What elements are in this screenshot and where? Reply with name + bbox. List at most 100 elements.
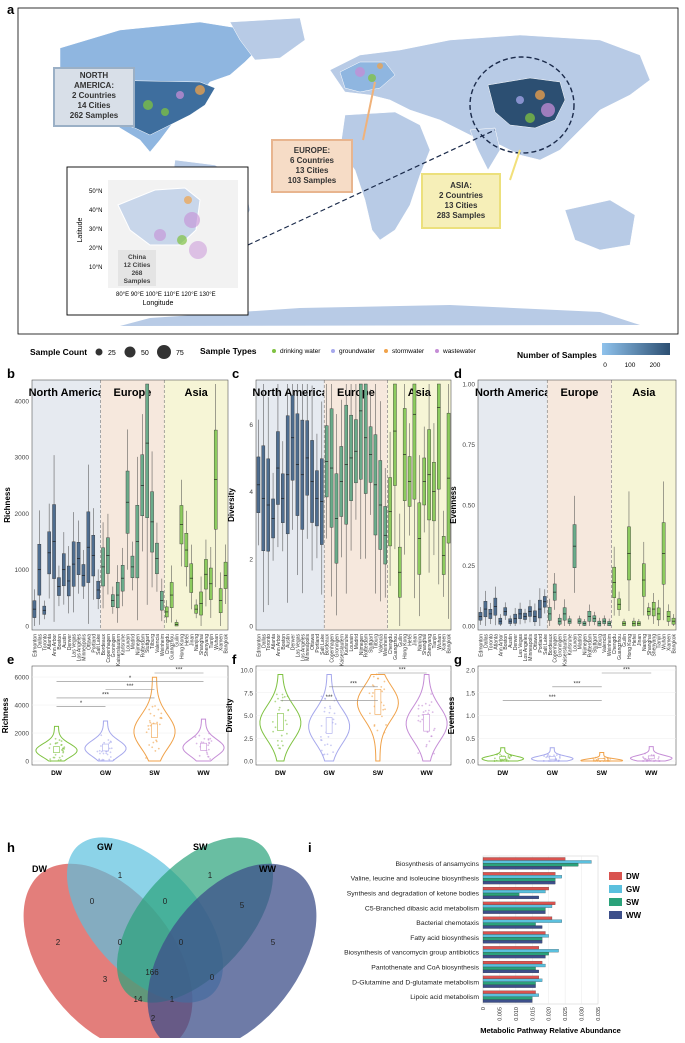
jitter-point xyxy=(372,675,375,678)
boxplot-panel-b: North America Europe Asia 0 1000 2000 3000 4000… xyxy=(3,379,230,666)
x-tick-label: Shenyang xyxy=(427,634,433,657)
legend-row: Sample Count 25 50 75 Sample Types drink… xyxy=(30,343,670,369)
jitter-point xyxy=(277,744,279,747)
x-axis-label: Metabolic Pathway Relative Abundance xyxy=(480,1026,621,1035)
jitter-point xyxy=(495,759,498,762)
significance-label: *** xyxy=(399,668,407,674)
jitter-point xyxy=(330,744,332,747)
jitter-point xyxy=(607,759,610,762)
jitter-point xyxy=(58,756,61,759)
box-body xyxy=(412,383,417,500)
inset-xlabel: Longitude xyxy=(143,300,174,307)
venn-region-all: 166 xyxy=(145,968,159,977)
bar-sw xyxy=(482,952,549,956)
region-label: Europe xyxy=(113,387,151,399)
type-dot-sw xyxy=(384,349,388,353)
y-tick-label: 1.5 xyxy=(466,690,475,697)
jitter-point xyxy=(279,747,282,750)
violin-inner-box xyxy=(151,723,158,738)
bar-ww xyxy=(482,984,536,988)
x-tick-label: Copenhagen xyxy=(330,634,336,663)
jitter-point xyxy=(320,725,323,727)
y-axis-label: Richness xyxy=(1,697,10,733)
x-tick-label: Jinan xyxy=(189,634,195,646)
x-tick-label: Chengdu xyxy=(612,634,618,655)
region-bg-2 xyxy=(164,380,228,630)
jitter-point xyxy=(206,753,209,756)
legend-swatch-sw xyxy=(609,898,622,906)
venn-region-gw-sw: 0 xyxy=(163,897,168,906)
jitter-point xyxy=(149,712,152,715)
y-tick-label: 0.5 xyxy=(466,736,475,743)
x-tick-label: Weinheim xyxy=(383,634,389,656)
x-tick-label: Nijmegen xyxy=(135,634,141,655)
jitter-point xyxy=(203,737,206,740)
panel-letter-h: h xyxy=(7,840,15,855)
jitter-point xyxy=(329,707,332,710)
jitter-point xyxy=(271,720,274,723)
size-legend-75 xyxy=(157,345,171,359)
x-tick-label: 0.015 xyxy=(530,1007,536,1021)
panel-letter-a: a xyxy=(7,2,15,17)
asia-box-line4: 283 Samples xyxy=(437,211,486,220)
lon-ticks: 80°E 90°E 100°E 110°E 120°E 130°E xyxy=(116,292,216,298)
x-tick-label: DW xyxy=(275,770,287,777)
x-tick-label: Bordeaux xyxy=(101,634,107,656)
x-tick-label: Madrid xyxy=(577,634,583,650)
jitter-point xyxy=(657,760,660,762)
x-tick-label: Edmonton xyxy=(32,634,38,657)
jitter-point xyxy=(154,750,157,752)
x-tick-label: 0.035 xyxy=(596,1007,602,1021)
x-tick-label: Atlanta xyxy=(493,634,499,650)
y-tick-label: 0 xyxy=(25,624,29,631)
jitter-point xyxy=(110,747,113,750)
jitter-point xyxy=(657,757,660,760)
jitter-point xyxy=(155,739,158,742)
jitter-point xyxy=(209,758,212,760)
x-tick-label: WW xyxy=(197,770,210,777)
jitter-point xyxy=(421,718,424,721)
asia-box-line1: ASIA: xyxy=(450,181,472,190)
jitter-point xyxy=(381,690,384,693)
jitter-point xyxy=(417,719,420,722)
jitter-point xyxy=(324,706,326,709)
bar-ww xyxy=(482,925,543,929)
jitter-point xyxy=(147,725,150,727)
jitter-point xyxy=(501,759,504,762)
x-tick-label: Salt Lake xyxy=(96,634,102,655)
bar-gw xyxy=(482,993,539,997)
panel-letter-e: e xyxy=(7,652,14,667)
bar-ww xyxy=(482,955,546,959)
jitter-point xyxy=(149,724,152,727)
bar-dw xyxy=(482,872,556,876)
x-tick-label: WW xyxy=(420,770,433,777)
lat-tick-20: 20°N xyxy=(89,246,102,252)
jitter-point xyxy=(332,718,335,721)
jitter-point xyxy=(551,760,553,762)
x-tick-label: Nanjing xyxy=(194,634,200,651)
jitter-point xyxy=(154,705,156,707)
chart-panels: North America Europe Asia01000200030004000… xyxy=(1,379,678,1035)
bar-ww xyxy=(482,940,543,944)
jitter-point xyxy=(594,756,597,759)
x-tick-label: Portland xyxy=(315,634,321,653)
bar-gw xyxy=(482,963,546,968)
jitter-point xyxy=(151,705,154,708)
x-tick-label: Dallas xyxy=(261,634,267,648)
venn-label-sw: SW xyxy=(193,842,208,852)
violin-inner-box xyxy=(325,717,333,734)
y-axis-label: Diversity xyxy=(225,698,234,732)
jitter-point xyxy=(326,753,329,756)
panel-letter-c: c xyxy=(232,366,239,381)
jitter-point xyxy=(549,760,552,762)
x-tick-label: Guangzhou xyxy=(393,634,399,660)
x-tick-label: Tilburg xyxy=(150,634,156,649)
type-label-gw: groundwater xyxy=(339,348,376,355)
jitter-point xyxy=(382,708,385,711)
bar-dw xyxy=(482,931,546,935)
sample-types-title: Sample Types xyxy=(200,346,257,356)
jitter-point xyxy=(381,715,383,718)
jitter-point xyxy=(431,711,434,714)
inset-ylabel: Latitude xyxy=(77,217,84,242)
venn-region-gw-sw-ww: 0 xyxy=(179,938,184,947)
